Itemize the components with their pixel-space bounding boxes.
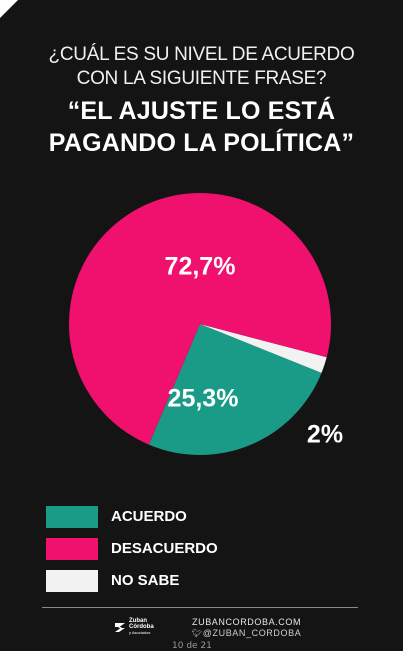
footer-divider (42, 607, 358, 608)
twitter-handle[interactable]: 🐦︎@ZUBAN_CORDOBA (192, 628, 301, 638)
legend-label-no-sabe: NO SABE (111, 572, 180, 589)
pie-slice-no-sabe (200, 324, 327, 373)
legend-label-desacuerdo: DESACUERDO (111, 540, 218, 557)
zuban-cordoba-logo-icon (115, 623, 125, 632)
legend-swatch-acuerdo (46, 506, 98, 528)
logo-text: Zuban Córdoba y Asociados (129, 618, 154, 635)
pie-chart: 25,3% 2% 72,7% (68, 193, 343, 456)
corner-accent (0, 0, 18, 18)
quote-line-1: “EL AJUSTE LO ESTÁ (67, 97, 336, 125)
twitter-icon: 🐦︎ (192, 629, 203, 638)
legend-label-acuerdo: ACUERDO (111, 508, 187, 525)
logo-line-3: y Asociados (129, 630, 151, 635)
legend-swatch-no-sabe (46, 570, 98, 592)
logo-line-1: Zuban (129, 618, 147, 624)
twitter-handle-text: @ZUBAN_CORDOBA (202, 628, 302, 638)
question-line-2: CON LA SIGUIENTE FRASE? (76, 68, 327, 89)
pie-slice-acuerdo (148, 324, 322, 456)
pie-label-acuerdo: 25,3% (168, 385, 239, 413)
logo-line-2: Córdoba (129, 624, 154, 630)
quote-line-2: PAGANDO LA POLÍTICA” (48, 129, 355, 157)
pie-label-no-sabe: 2% (307, 421, 343, 449)
legend-swatch-desacuerdo (46, 538, 98, 560)
pie-slice-desacuerdo (68, 193, 331, 445)
website-link[interactable]: ZUBANCORDOBA.COM (192, 617, 302, 627)
question-line-1: ¿CUÁL ES SU NIVEL DE ACUERDO (48, 44, 355, 65)
date-text: 10 de 21 (172, 641, 212, 651)
pie-label-desacuerdo: 72,7% (165, 253, 236, 281)
